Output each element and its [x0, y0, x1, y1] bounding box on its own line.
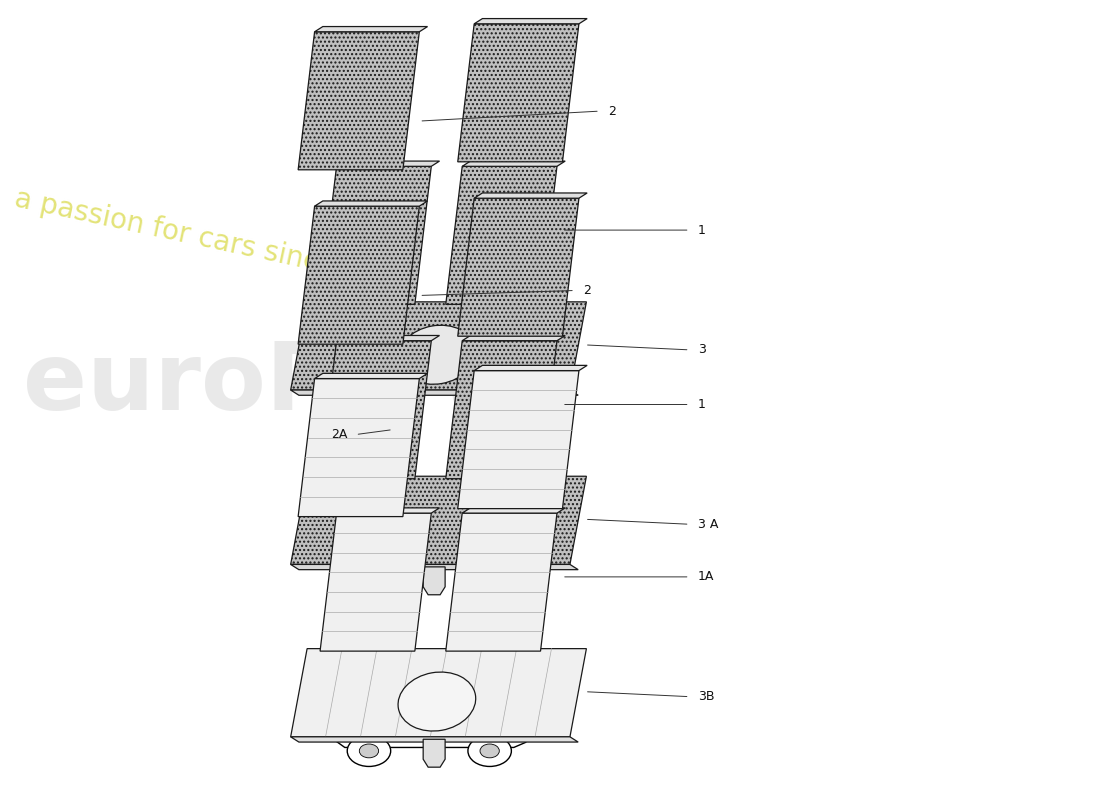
Polygon shape — [290, 476, 586, 565]
Polygon shape — [290, 390, 579, 395]
Polygon shape — [474, 366, 587, 370]
Polygon shape — [315, 26, 428, 32]
Polygon shape — [337, 335, 440, 341]
Ellipse shape — [398, 672, 475, 731]
Text: 3B: 3B — [697, 690, 714, 703]
Polygon shape — [424, 739, 446, 767]
Text: euroParts: euroParts — [23, 338, 544, 430]
Polygon shape — [462, 335, 565, 341]
Polygon shape — [462, 508, 565, 513]
Polygon shape — [446, 341, 557, 478]
Text: a passion for cars since 1985: a passion for cars since 1985 — [12, 185, 416, 297]
Polygon shape — [298, 378, 419, 517]
Ellipse shape — [398, 326, 475, 384]
Polygon shape — [290, 737, 579, 742]
Polygon shape — [458, 198, 579, 336]
Text: 2: 2 — [583, 284, 591, 297]
Text: 1: 1 — [697, 398, 705, 411]
Polygon shape — [474, 18, 587, 24]
Polygon shape — [315, 201, 428, 206]
Polygon shape — [446, 166, 557, 304]
Polygon shape — [446, 513, 557, 651]
Polygon shape — [337, 508, 440, 513]
Polygon shape — [315, 374, 428, 378]
Polygon shape — [458, 370, 579, 509]
Polygon shape — [290, 302, 586, 390]
Polygon shape — [298, 206, 419, 344]
Polygon shape — [458, 24, 579, 162]
Text: 1: 1 — [697, 223, 705, 237]
Polygon shape — [320, 166, 431, 304]
Text: 2A: 2A — [331, 428, 348, 441]
Text: 3 A: 3 A — [697, 518, 718, 530]
Polygon shape — [290, 565, 579, 570]
Polygon shape — [462, 161, 565, 166]
Polygon shape — [298, 32, 419, 170]
Text: 1A: 1A — [697, 570, 714, 583]
Text: 3: 3 — [697, 343, 705, 356]
Polygon shape — [290, 649, 586, 737]
Polygon shape — [320, 513, 431, 651]
Polygon shape — [320, 341, 431, 478]
Polygon shape — [474, 193, 587, 198]
Text: 2: 2 — [608, 105, 616, 118]
Polygon shape — [337, 161, 440, 166]
Polygon shape — [424, 567, 446, 594]
